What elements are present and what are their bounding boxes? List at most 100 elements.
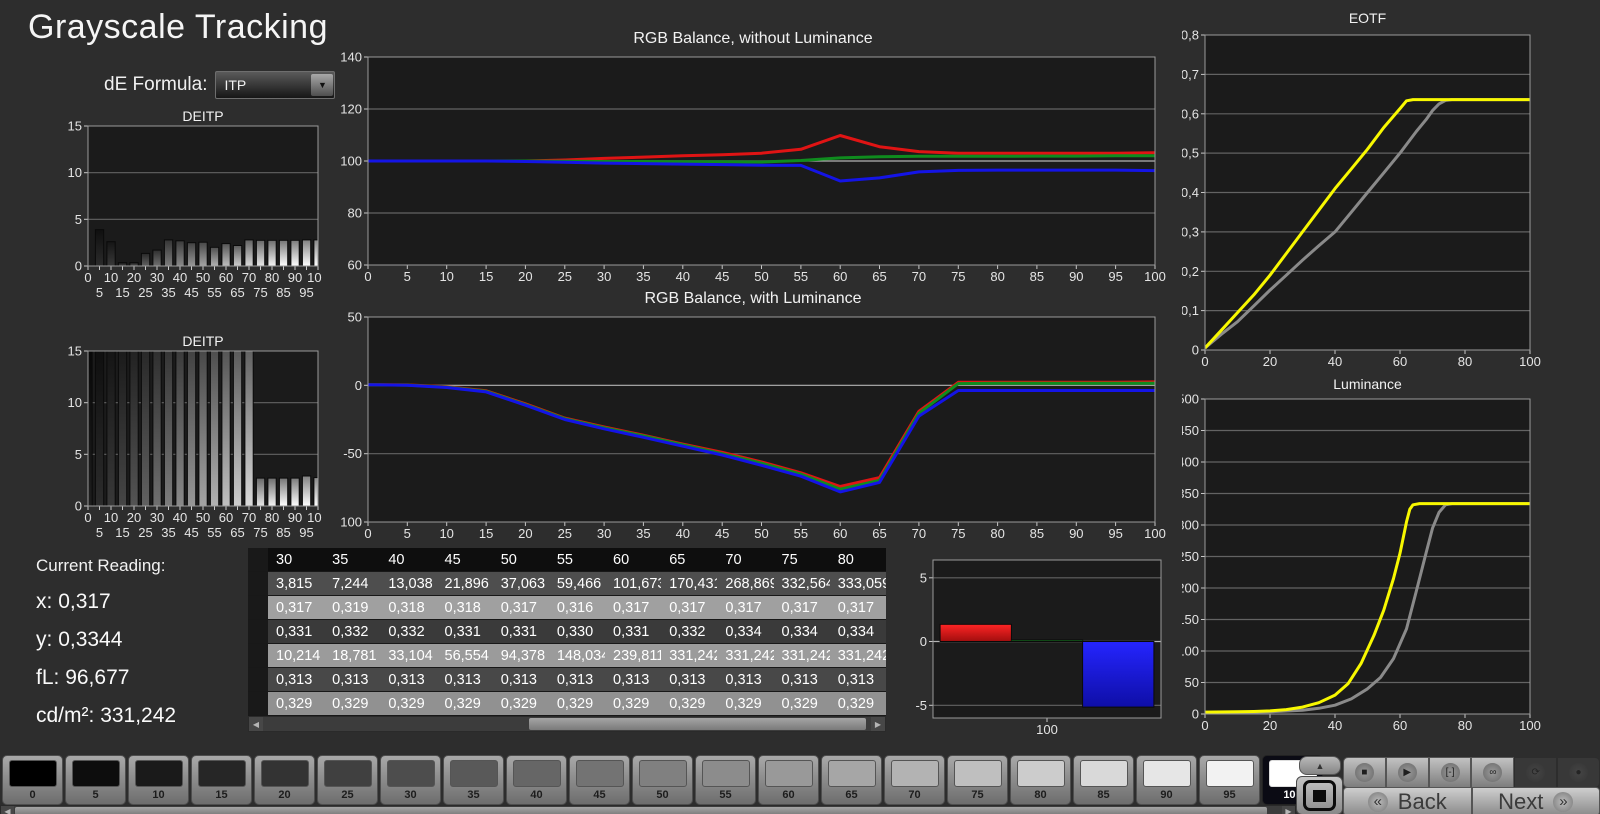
swatch-25[interactable]: 25 (317, 755, 378, 805)
table-cell: 0,329 (324, 692, 380, 716)
swatch-0[interactable]: 0 (2, 755, 63, 805)
swatch-85[interactable]: 85 (1073, 755, 1134, 805)
collapse-button[interactable]: ▲ (1299, 756, 1341, 775)
swatch-50[interactable]: 50 (632, 755, 693, 805)
table-cell: 0,331 (493, 620, 549, 644)
svg-text:85: 85 (1030, 526, 1044, 541)
scroll-right-icon[interactable]: ▶ (871, 717, 885, 731)
svg-text:35: 35 (161, 285, 175, 300)
table-cell: 94,378 (493, 644, 549, 668)
svg-text:70: 70 (912, 526, 926, 541)
column-header: 65 (661, 548, 717, 572)
swatch-95[interactable]: 95 (1199, 755, 1260, 805)
svg-text:95: 95 (1108, 269, 1122, 284)
swatch-label: 10 (129, 789, 188, 801)
svg-text:0,2: 0,2 (1182, 264, 1199, 279)
swatch-label: 95 (1200, 789, 1259, 801)
column-header: 40 (380, 548, 436, 572)
deitp-bottom-canvas: 1510500510152025303540455055606570758085… (30, 331, 322, 549)
table-row: 0,3130,3130,3130,3130,3130,3130,3130,313… (248, 668, 886, 692)
svg-text:250: 250 (1182, 549, 1199, 564)
swatch-90[interactable]: 90 (1136, 755, 1197, 805)
svg-text:80: 80 (348, 206, 362, 221)
swatch-color (387, 760, 435, 787)
svg-text:15: 15 (115, 285, 129, 300)
svg-text:0,8: 0,8 (1182, 28, 1199, 43)
table-cell: 0,317 (493, 596, 549, 620)
pattern-window-button[interactable] (1296, 776, 1343, 814)
pattern-size-button[interactable]: [-] (1429, 757, 1472, 788)
svg-text:140: 140 (340, 50, 362, 65)
svg-text:0,6: 0,6 (1182, 106, 1199, 121)
table-cell: 0,317 (661, 596, 717, 620)
swatch-15[interactable]: 15 (191, 755, 252, 805)
pattern-scrollbar-thumb[interactable] (15, 807, 1267, 814)
svg-text:100: 100 (1519, 354, 1541, 369)
svg-text:45: 45 (184, 525, 198, 540)
reading-cdm2: cd/m²: 331,242 (36, 704, 176, 728)
svg-text:5: 5 (75, 212, 82, 227)
swatch-label: 45 (570, 789, 629, 801)
continuous-button[interactable]: ∞ (1471, 757, 1514, 788)
de-formula-label: dE Formula: (104, 74, 207, 96)
rgb-with-canvas: 500-50-100051015202530354045505560657075… (340, 288, 1166, 545)
scroll-left-icon[interactable]: ◀ (1, 806, 14, 814)
table-row: 0,3310,3320,3320,3310,3310,3300,3310,332… (248, 620, 886, 644)
svg-text:20: 20 (518, 269, 532, 284)
swatch-color (261, 760, 309, 787)
swatch-label: 65 (822, 789, 881, 801)
table-scrollbar[interactable]: ◀ ▶ (248, 716, 886, 732)
svg-text:65: 65 (230, 525, 244, 540)
table-cell: 0,334 (774, 620, 830, 644)
row-label-cell (248, 620, 268, 644)
de-formula-dropdown[interactable]: ITP ▼ (215, 71, 335, 99)
swatch-65[interactable]: 65 (821, 755, 882, 805)
svg-text:10: 10 (68, 395, 82, 410)
stop-icon: ■ (1355, 763, 1374, 782)
svg-text:0,7: 0,7 (1182, 67, 1199, 82)
swatch-5[interactable]: 5 (65, 755, 126, 805)
stop-button[interactable]: ■ (1343, 757, 1386, 788)
pattern-strip-scrollbar[interactable]: ◀ ▶ (0, 805, 1296, 814)
column-header: 70 (717, 548, 773, 572)
swatch-55[interactable]: 55 (695, 755, 756, 805)
swatch-30[interactable]: 30 (380, 755, 441, 805)
swatch-color (765, 760, 813, 787)
table-scrollbar-thumb[interactable] (529, 718, 866, 730)
table-cell: 0,313 (493, 668, 549, 692)
swatch-label: 35 (444, 789, 503, 801)
row-label-cell (248, 572, 268, 596)
svg-text:95: 95 (1108, 526, 1122, 541)
svg-text:55: 55 (207, 285, 221, 300)
scroll-right-icon[interactable]: ▶ (1282, 806, 1295, 814)
table-cell: 0,318 (437, 596, 493, 620)
swatch-60[interactable]: 60 (758, 755, 819, 805)
table-cell: 0,330 (549, 620, 605, 644)
table-cell: 0,329 (268, 692, 324, 716)
svg-text:15: 15 (479, 526, 493, 541)
next-button[interactable]: Next » (1472, 787, 1600, 814)
swatch-20[interactable]: 20 (254, 755, 315, 805)
swatch-70[interactable]: 70 (884, 755, 945, 805)
swatch-label: 50 (633, 789, 692, 801)
swatch-35[interactable]: 35 (443, 755, 504, 805)
pattern-window-icon (1303, 780, 1336, 811)
swatch-label: 75 (948, 789, 1007, 801)
swatch-80[interactable]: 80 (1010, 755, 1071, 805)
swatch-color (9, 760, 57, 787)
swatch-40[interactable]: 40 (506, 755, 567, 805)
reading-value: 0,317 (58, 590, 111, 613)
play-button[interactable]: ▶ (1386, 757, 1429, 788)
swatch-label: 20 (255, 789, 314, 801)
scroll-left-icon[interactable]: ◀ (249, 717, 263, 731)
back-button[interactable]: « Back (1343, 787, 1472, 814)
column-header: 35 (324, 548, 380, 572)
swatch-75[interactable]: 75 (947, 755, 1008, 805)
table-cell: 331,242 (717, 644, 773, 668)
svg-text:80: 80 (265, 510, 279, 525)
swatch-10[interactable]: 10 (128, 755, 189, 805)
swatch-45[interactable]: 45 (569, 755, 630, 805)
svg-text:45: 45 (715, 526, 729, 541)
svg-text:0: 0 (355, 378, 362, 393)
table-cell: 0,317 (774, 596, 830, 620)
